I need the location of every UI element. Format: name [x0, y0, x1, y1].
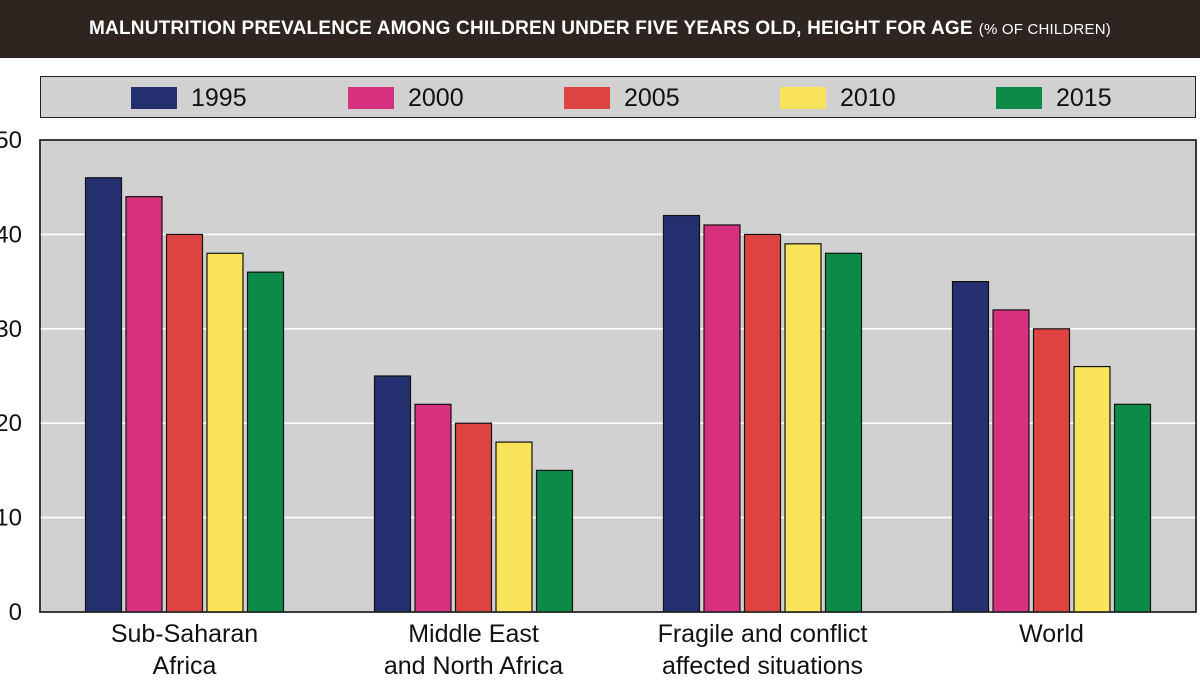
legend-swatch-2010 [780, 87, 826, 109]
chart-title-unit: (% OF CHILDREN) [978, 20, 1111, 38]
bar-2000-2 [703, 224, 741, 613]
bar-2010-3 [1073, 365, 1111, 613]
chart-title-text: MALNUTRITION PREVALENCE AMONG CHILDREN U… [89, 18, 973, 39]
chart-title: MALNUTRITION PREVALENCE AMONG CHILDREN U… [0, 0, 1200, 58]
legend-item-2000: 2000 [348, 84, 464, 112]
y-tick-label: 40 [0, 221, 22, 248]
legend-item-2015: 2015 [996, 84, 1112, 112]
legend-item-2005: 2005 [564, 84, 680, 112]
y-tick-label: 10 [0, 505, 22, 532]
bar-2005-2 [743, 233, 782, 613]
x-category-label: Africa [153, 652, 217, 680]
bar-2005-0 [165, 233, 204, 613]
bar-2015-0 [246, 271, 285, 613]
bar-2005-3 [1032, 328, 1071, 613]
bar-2000-3 [992, 309, 1030, 613]
bar-2000-1 [414, 403, 452, 613]
bar-2015-2 [824, 252, 863, 613]
legend-swatch-1995 [131, 87, 177, 109]
y-tick-label: 0 [9, 599, 22, 626]
legend: 1995 2000 2005 2010 2015 [40, 76, 1196, 118]
plot-border [39, 139, 1197, 613]
x-category-label: Middle East [408, 620, 539, 648]
bar-2010-0 [206, 252, 244, 613]
bar-2010-1 [495, 441, 533, 613]
x-category-label: and North Africa [384, 652, 563, 680]
bar-2005-1 [454, 422, 493, 613]
x-category-label: affected situations [662, 652, 863, 680]
bar-1995-2 [662, 214, 701, 613]
x-category-label: Sub-Saharan [111, 620, 258, 648]
legend-label-1995: 1995 [191, 83, 247, 112]
y-tick-label: 20 [0, 410, 22, 437]
x-category-label: Fragile and conflict [658, 620, 868, 648]
bar-2000-0 [125, 196, 163, 613]
y-tick-label: 30 [0, 316, 22, 343]
bar-2015-1 [535, 469, 574, 613]
legend-swatch-2000 [348, 87, 394, 109]
legend-item-2010: 2010 [780, 84, 896, 112]
x-category-label: World [1019, 620, 1084, 648]
legend-label-2010: 2010 [840, 83, 896, 112]
legend-item-1995: 1995 [131, 84, 247, 112]
bar-2015-3 [1113, 403, 1152, 613]
bar-1995-0 [84, 177, 123, 613]
legend-label-2000: 2000 [408, 83, 464, 112]
legend-label-2005: 2005 [624, 83, 680, 112]
legend-label-2015: 2015 [1056, 83, 1112, 112]
legend-swatch-2015 [996, 87, 1042, 109]
bar-1995-3 [951, 281, 990, 613]
y-tick-label: 50 [0, 128, 22, 154]
legend-swatch-2005 [564, 87, 610, 109]
bar-chart: 0 10 20 30 40 50 Sub-Saharan Africa Middle East a… [0, 128, 1197, 680]
bar-1995-1 [373, 375, 412, 613]
bar-2010-2 [784, 243, 822, 613]
